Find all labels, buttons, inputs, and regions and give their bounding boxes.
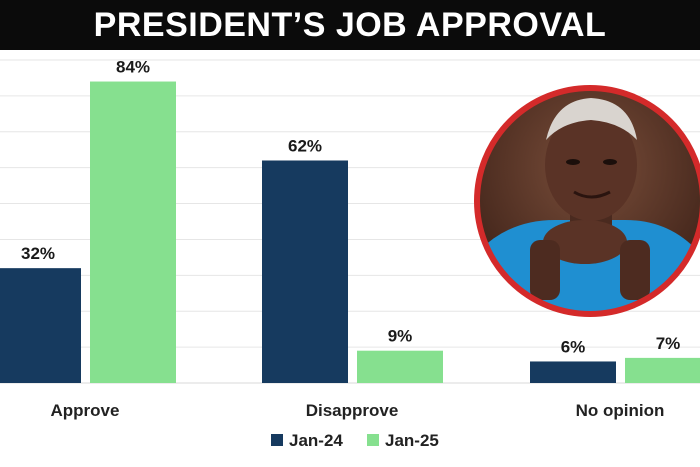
title-bar: PRESIDENT’S JOB APPROVAL (0, 0, 700, 50)
data-label: 7% (656, 334, 681, 353)
legend-swatch (367, 434, 379, 446)
bar-jan-24-approve (0, 268, 81, 383)
chart-title: PRESIDENT’S JOB APPROVAL (93, 5, 607, 44)
data-label: 32% (21, 244, 55, 263)
category-label: Approve (51, 401, 120, 420)
data-label: 84% (116, 58, 150, 77)
bar-jan-24-no-opinion (530, 361, 616, 383)
bar-jan-25-no-opinion (625, 357, 700, 383)
bar-jan-25-approve (90, 81, 176, 384)
data-label: 9% (388, 327, 413, 346)
data-label: 62% (288, 136, 322, 155)
category-label: Disapprove (306, 401, 399, 420)
legend-swatch (271, 434, 283, 446)
bar-jan-25-disapprove (357, 350, 443, 383)
legend-label: Jan-25 (385, 431, 439, 450)
bar-jan-24-disapprove (262, 160, 348, 383)
portrait-photo-icon (474, 85, 700, 317)
legend-label: Jan-24 (289, 431, 343, 450)
data-label: 6% (561, 337, 586, 356)
category-label: No opinion (576, 401, 665, 420)
